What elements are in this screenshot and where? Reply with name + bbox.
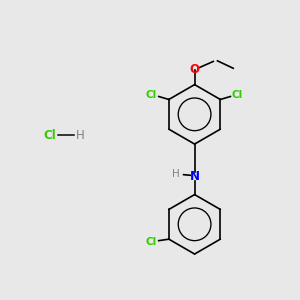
Text: Cl: Cl bbox=[146, 90, 157, 100]
Text: Cl: Cl bbox=[232, 90, 243, 100]
Text: H: H bbox=[76, 129, 84, 142]
Text: Cl: Cl bbox=[44, 129, 56, 142]
Text: H: H bbox=[172, 169, 180, 179]
Text: O: O bbox=[190, 63, 200, 76]
Text: N: N bbox=[190, 170, 200, 183]
Text: Cl: Cl bbox=[146, 237, 157, 247]
